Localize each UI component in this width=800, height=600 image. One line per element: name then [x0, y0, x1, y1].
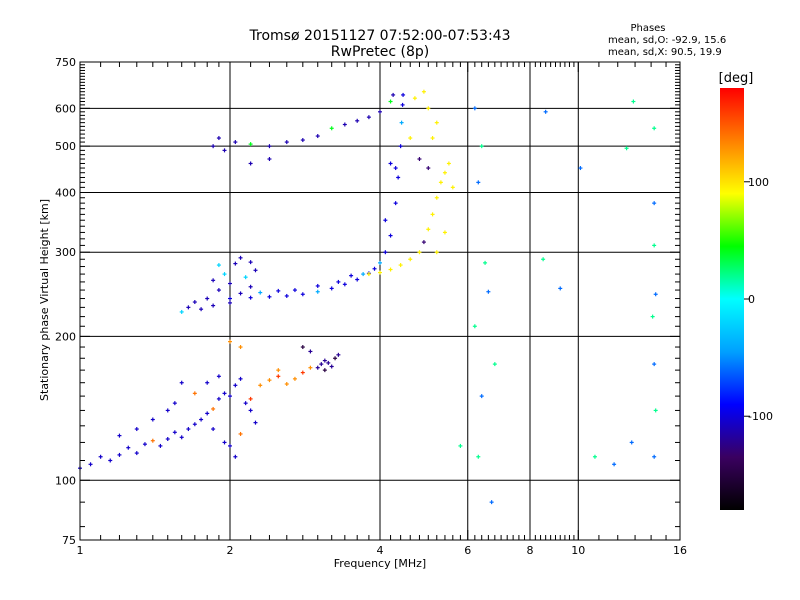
colorbar-tick-label: 100 — [748, 176, 769, 189]
x-tick-label: 8 — [527, 544, 534, 557]
y-tick-label: 200 — [55, 330, 76, 343]
x-tick-label: 6 — [464, 544, 471, 557]
colorbar-label: [deg] — [719, 71, 754, 86]
colorbar-tick-label: 0 — [748, 293, 755, 306]
colorbar — [720, 88, 744, 510]
x-tick-label: 1 — [77, 544, 84, 557]
y-axis-label: Stationary phase Virtual Height [km] — [38, 199, 51, 401]
plot-frame — [79, 61, 681, 541]
phases-o-stats: mean, sd,O: -92.9, 15.6 — [608, 35, 726, 46]
y-tick-label: 75 — [62, 534, 76, 547]
y-tick-label: 500 — [55, 140, 76, 153]
chart-title: Tromsø 20151127 07:52:00-07:53:43 — [249, 28, 511, 44]
x-tick-label: 10 — [571, 544, 585, 557]
chart-subtitle: RwPretec (8p) — [331, 44, 429, 60]
phases-x-stats: mean, sd,X: 90.5, 19.9 — [608, 47, 722, 58]
data-points — [78, 89, 658, 505]
y-tick-label: 750 — [55, 56, 76, 69]
y-tick-label: 100 — [55, 474, 76, 487]
x-axis-label: Frequency [MHz] — [334, 557, 426, 570]
grid — [80, 62, 680, 540]
x-tick-label: 16 — [673, 544, 687, 557]
x-tick-label: 4 — [377, 544, 384, 557]
phases-title: Phases — [630, 23, 665, 34]
colorbar-tick-label: -100 — [748, 410, 773, 423]
colorbar-ticks: 100 0 -100 — [744, 176, 773, 423]
x-tick-label: 2 — [227, 544, 234, 557]
y-tick-label: 400 — [55, 186, 76, 199]
y-tick-label: 600 — [55, 102, 76, 115]
y-tick-label: 300 — [55, 246, 76, 259]
